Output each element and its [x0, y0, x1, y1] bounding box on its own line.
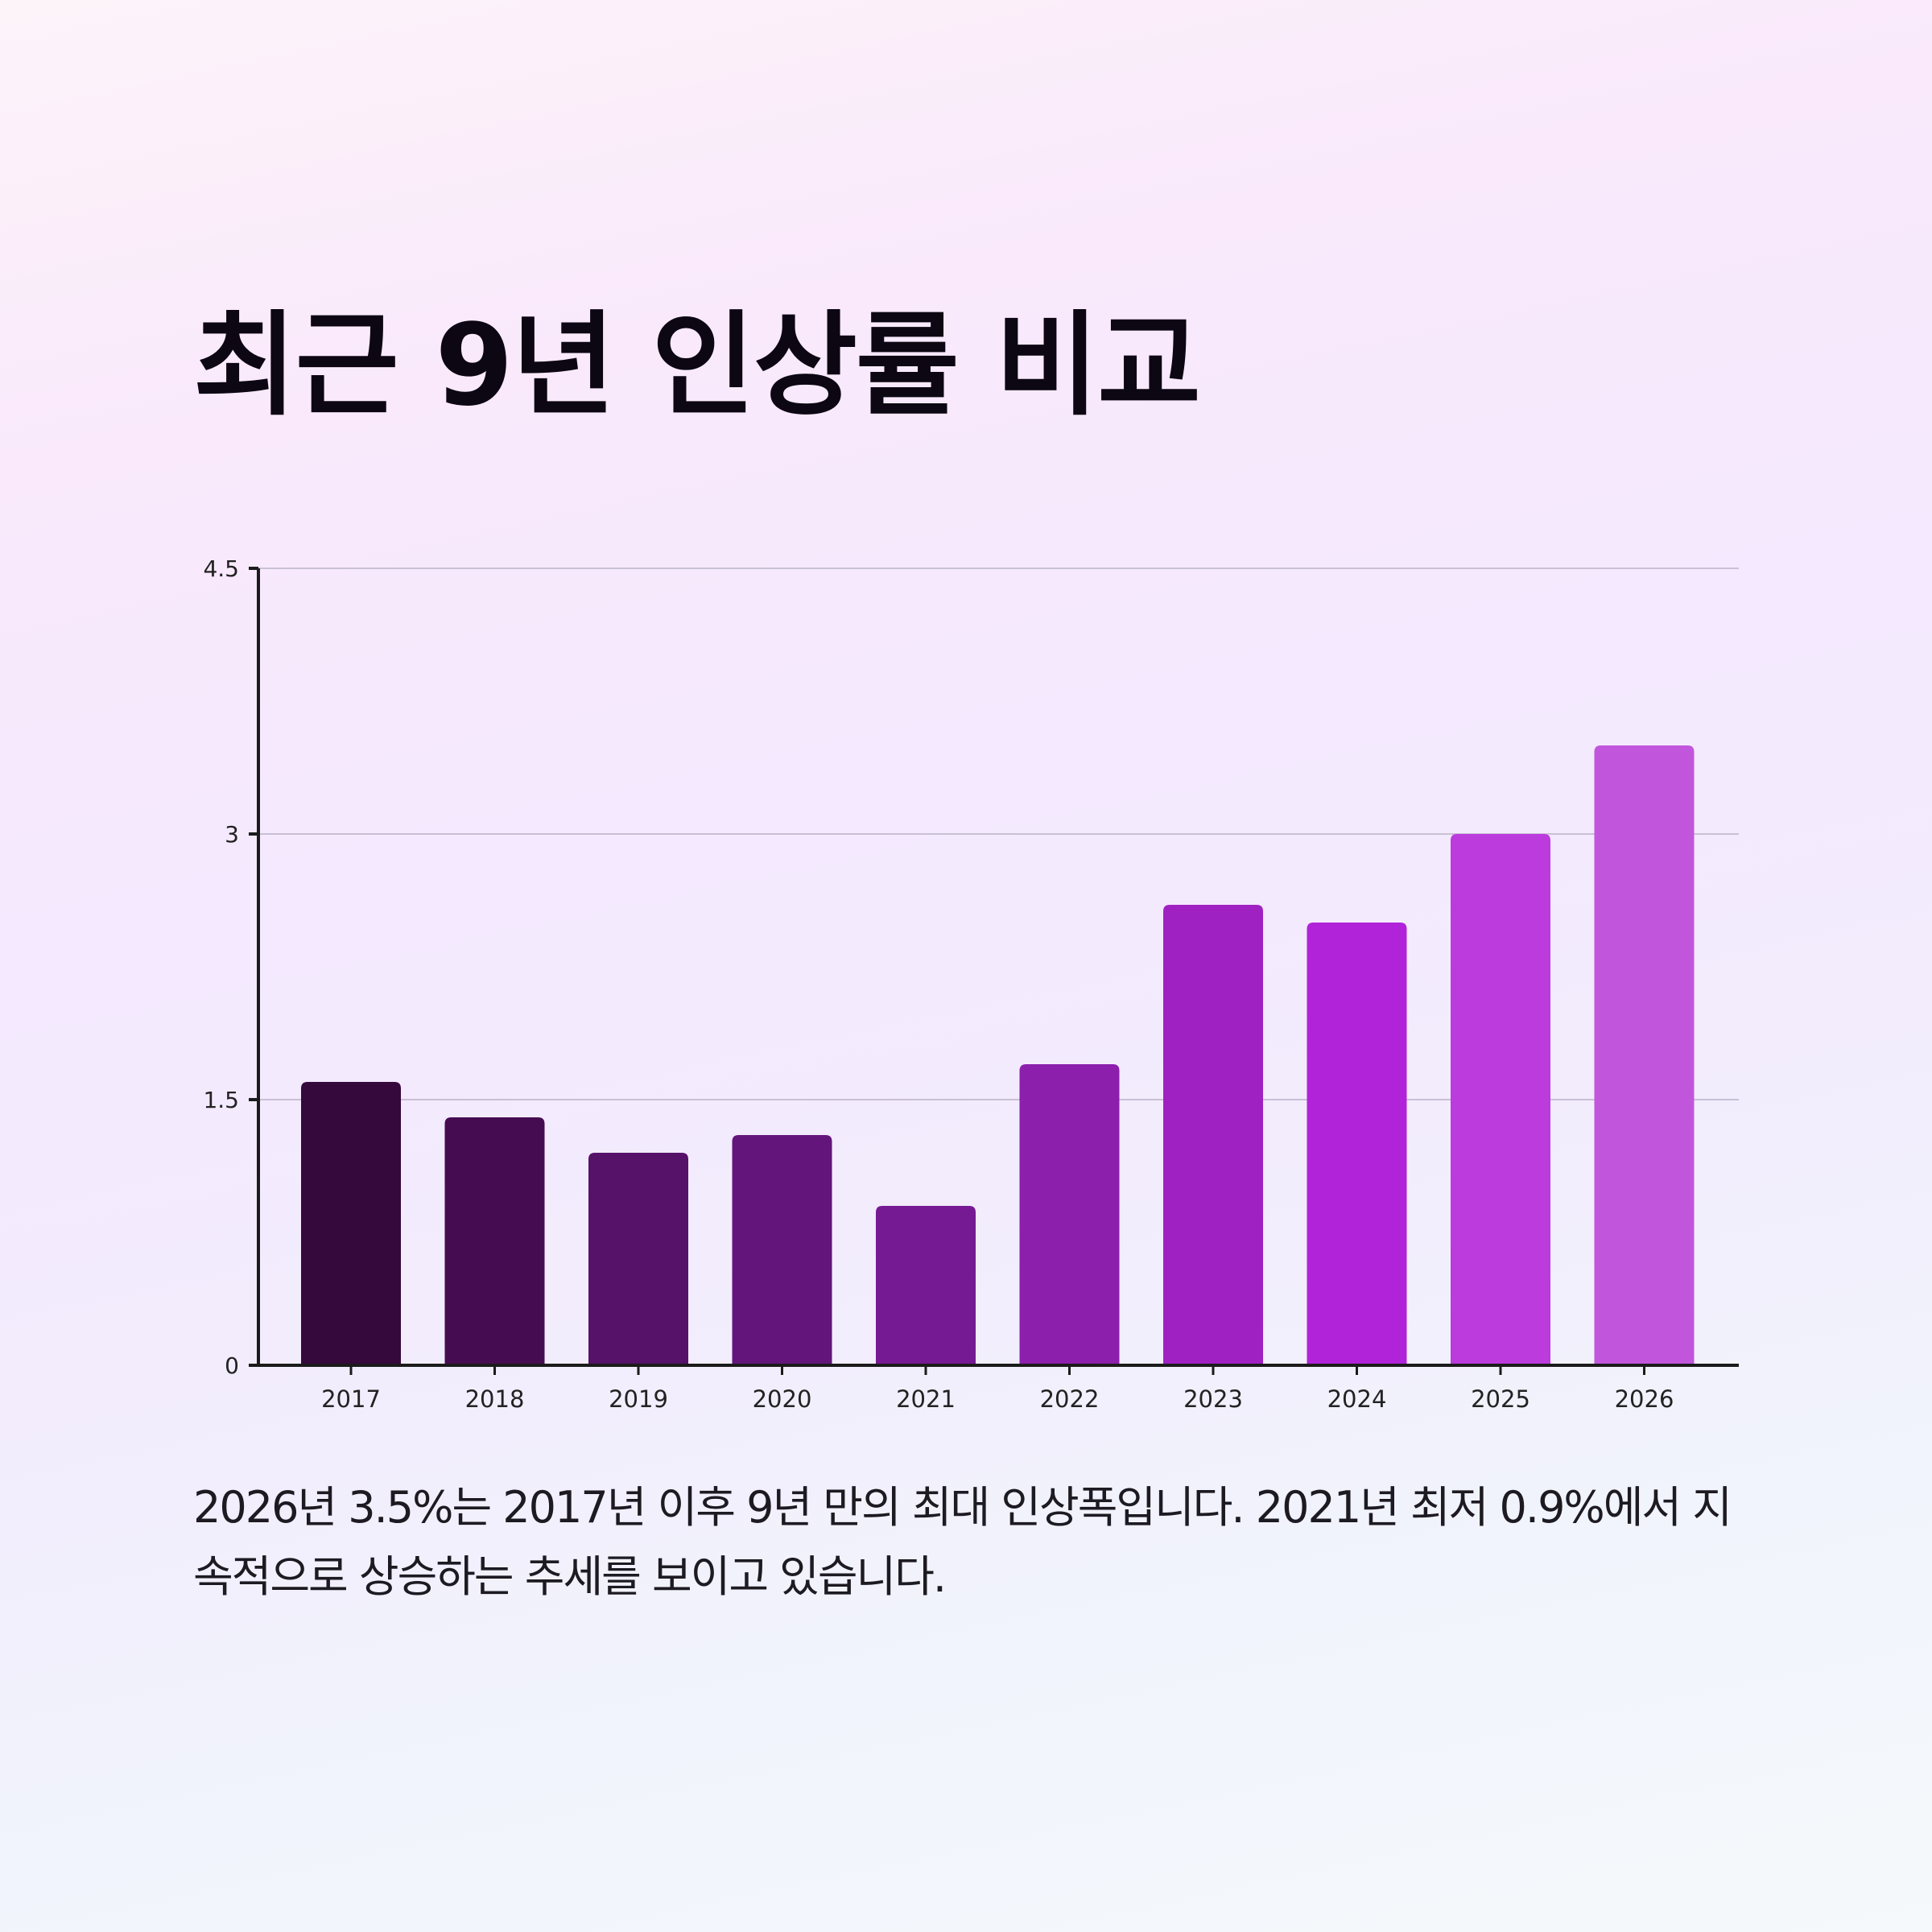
- x-tick-label: 2024: [1327, 1385, 1387, 1413]
- chart-caption: 2026년 3.5%는 2017년 이후 9년 만의 최대 인상폭입니다. 20…: [193, 1482, 1732, 1603]
- bar-2023: [1163, 905, 1263, 1365]
- bar-2026: [1594, 745, 1695, 1365]
- bar-2018: [444, 1117, 545, 1365]
- axes: [249, 567, 1739, 1375]
- bars: [301, 745, 1695, 1365]
- x-tick-label: 2017: [321, 1385, 381, 1413]
- bar-2020: [732, 1135, 832, 1365]
- x-tick-label: 2023: [1183, 1385, 1243, 1413]
- y-tick-label: 1.5: [203, 1087, 239, 1113]
- y-tick-label: 3: [225, 821, 239, 848]
- x-tick-label: 2022: [1040, 1385, 1100, 1413]
- bar-2022: [1019, 1064, 1120, 1365]
- bar-2025: [1451, 834, 1550, 1365]
- x-tick-label: 2025: [1471, 1385, 1530, 1413]
- x-tick-label: 2026: [1615, 1385, 1674, 1413]
- page-title: 최근 9년 인상률 비교: [193, 300, 1201, 431]
- bar-2021: [876, 1206, 976, 1365]
- x-tick-label: 2019: [609, 1385, 668, 1413]
- bar-2017: [301, 1082, 401, 1365]
- x-tick-label: 2021: [896, 1385, 956, 1413]
- bar-2019: [588, 1153, 688, 1365]
- x-tick-label: 2018: [465, 1385, 525, 1413]
- tick-labels: 0 1.5 3 4.5 2017 2018 2019 2020 2021 2022 2023 2024…: [203, 555, 1674, 1413]
- y-tick-label: 4.5: [203, 555, 239, 582]
- x-tick-label: 2020: [753, 1385, 812, 1413]
- y-tick-label: 0: [225, 1352, 239, 1379]
- bar-2024: [1307, 923, 1407, 1365]
